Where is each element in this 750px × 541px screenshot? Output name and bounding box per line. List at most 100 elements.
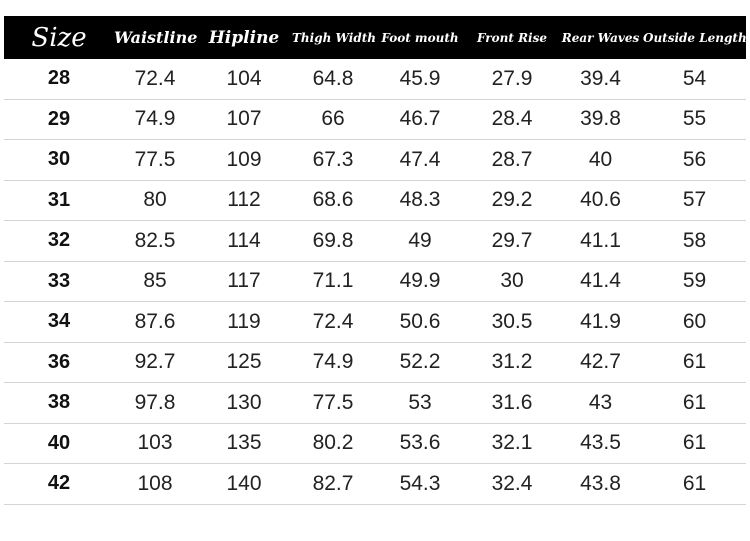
cell-foot-mouth: 54.3 xyxy=(399,471,441,495)
cell-outside-length: 54 xyxy=(682,66,707,90)
table-body: 28 72.4 104 64.8 45.9 27.9 39.4 54 29 74.9 107 66 46… xyxy=(4,59,746,505)
table-row: 32 82.5 114 69.8 49 29.7 41.1 58 xyxy=(4,221,746,262)
cell-thigh-width: 82.7 xyxy=(312,471,354,495)
cell-thigh-width: 67.3 xyxy=(312,147,354,171)
cell-waistline: 80 xyxy=(143,188,167,212)
cell-rear-waves: 39.8 xyxy=(580,107,621,131)
cell-thigh-width: 64.8 xyxy=(312,66,354,90)
cell-rear-waves: 43.8 xyxy=(580,471,621,495)
cell-waistline: 108 xyxy=(137,471,173,495)
cell-outside-length: 61 xyxy=(682,431,707,455)
cell-hipline: 117 xyxy=(227,269,261,293)
cell-foot-mouth: 53.6 xyxy=(399,431,441,455)
header-waistline: Waistline xyxy=(114,28,198,47)
cell-foot-mouth: 53 xyxy=(408,390,432,414)
cell-foot-mouth: 48.3 xyxy=(399,188,441,212)
cell-hipline: 135 xyxy=(226,431,262,455)
cell-outside-length: 61 xyxy=(682,350,707,374)
cell-outside-length: 56 xyxy=(682,147,707,171)
cell-rear-waves: 42.7 xyxy=(580,350,621,374)
table-row: 42 108 140 82.7 54.3 32.4 43.8 61 xyxy=(4,464,746,505)
cell-size: 40 xyxy=(47,431,71,454)
cell-foot-mouth: 50.6 xyxy=(399,309,441,333)
cell-front-rise: 32.1 xyxy=(491,431,533,455)
cell-foot-mouth: 49 xyxy=(408,228,432,252)
cell-outside-length: 55 xyxy=(682,107,707,131)
cell-rear-waves: 40 xyxy=(588,147,613,171)
cell-waistline: 85 xyxy=(143,269,167,293)
cell-waistline: 97.8 xyxy=(134,390,176,414)
cell-front-rise: 29.2 xyxy=(491,188,533,212)
table-row: 40 103 135 80.2 53.6 32.1 43.5 61 xyxy=(4,424,746,464)
cell-rear-waves: 41.4 xyxy=(580,269,621,293)
cell-thigh-width: 74.9 xyxy=(312,350,354,374)
header-foot-mouth: Foot mouth xyxy=(381,30,459,45)
cell-outside-length: 60 xyxy=(682,309,707,333)
cell-rear-waves: 41.9 xyxy=(580,309,621,333)
cell-rear-waves: 43 xyxy=(588,390,613,414)
cell-front-rise: 32.4 xyxy=(491,471,533,495)
cell-hipline: 140 xyxy=(226,471,262,495)
table-row: 38 97.8 130 77.5 53 31.6 43 61 xyxy=(4,383,746,424)
cell-size: 31 xyxy=(47,188,71,211)
cell-thigh-width: 72.4 xyxy=(312,309,354,333)
cell-size: 29 xyxy=(47,107,71,130)
cell-rear-waves: 39.4 xyxy=(580,66,621,90)
cell-rear-waves: 41.1 xyxy=(580,228,621,252)
header-size: Size xyxy=(31,22,87,53)
table-row: 36 92.7 125 74.9 52.2 31.2 42.7 61 xyxy=(4,343,746,383)
cell-size: 30 xyxy=(47,148,71,171)
cell-front-rise: 31.6 xyxy=(491,390,533,414)
cell-hipline: 125 xyxy=(226,350,262,374)
header-rear-waves: Rear Waves xyxy=(561,30,640,45)
cell-front-rise: 30 xyxy=(500,269,524,293)
cell-outside-length: 57 xyxy=(682,188,707,212)
cell-waistline: 72.4 xyxy=(134,66,176,90)
cell-thigh-width: 66 xyxy=(321,107,345,131)
cell-waistline: 82.5 xyxy=(134,228,176,252)
cell-hipline: 104 xyxy=(226,66,262,90)
cell-thigh-width: 71.1 xyxy=(312,269,354,293)
header-thigh-width: Thigh Width xyxy=(292,30,376,45)
cell-waistline: 74.9 xyxy=(134,107,176,131)
table-row: 29 74.9 107 66 46.7 28.4 39.8 55 xyxy=(4,100,746,140)
cell-thigh-width: 80.2 xyxy=(312,431,354,455)
cell-front-rise: 28.7 xyxy=(491,147,533,171)
cell-outside-length: 59 xyxy=(682,269,707,293)
cell-front-rise: 28.4 xyxy=(491,107,533,131)
cell-size: 38 xyxy=(47,391,71,414)
cell-size: 42 xyxy=(47,472,71,495)
cell-size: 28 xyxy=(47,67,71,90)
header-front-rise: Front Rise xyxy=(476,30,547,45)
cell-outside-length: 61 xyxy=(682,471,707,495)
cell-foot-mouth: 47.4 xyxy=(399,147,441,171)
cell-hipline: 130 xyxy=(226,390,262,414)
cell-size: 32 xyxy=(47,229,71,252)
header-hipline: Hipline xyxy=(208,27,280,48)
cell-front-rise: 31.2 xyxy=(491,350,533,374)
cell-hipline: 114 xyxy=(227,228,261,252)
cell-waistline: 77.5 xyxy=(134,147,176,171)
cell-foot-mouth: 52.2 xyxy=(399,350,441,374)
cell-size: 33 xyxy=(47,269,71,292)
cell-size: 36 xyxy=(47,350,71,373)
cell-hipline: 119 xyxy=(227,309,261,333)
size-chart-table: Size Waistline Hipline Thigh Width Foot … xyxy=(4,16,747,505)
cell-foot-mouth: 49.9 xyxy=(399,269,441,293)
cell-hipline: 109 xyxy=(226,147,262,171)
cell-thigh-width: 77.5 xyxy=(312,390,354,414)
cell-waistline: 87.6 xyxy=(134,309,176,333)
table-row: 34 87.6 119 72.4 50.6 30.5 41.9 60 xyxy=(4,302,746,343)
cell-foot-mouth: 46.7 xyxy=(399,107,441,131)
table-row: 30 77.5 109 67.3 47.4 28.7 40 56 xyxy=(4,140,746,181)
cell-foot-mouth: 45.9 xyxy=(399,66,441,90)
table-header: Size Waistline Hipline Thigh Width Foot … xyxy=(4,16,747,59)
cell-waistline: 103 xyxy=(137,431,173,455)
header-outside-length: Outside Length xyxy=(643,30,747,45)
cell-hipline: 107 xyxy=(226,107,262,131)
cell-thigh-width: 68.6 xyxy=(312,188,354,212)
table-row: 31 80 112 68.6 48.3 29.2 40.6 57 xyxy=(4,181,746,221)
cell-thigh-width: 69.8 xyxy=(312,228,354,252)
cell-waistline: 92.7 xyxy=(134,350,176,374)
cell-size: 34 xyxy=(47,310,71,333)
